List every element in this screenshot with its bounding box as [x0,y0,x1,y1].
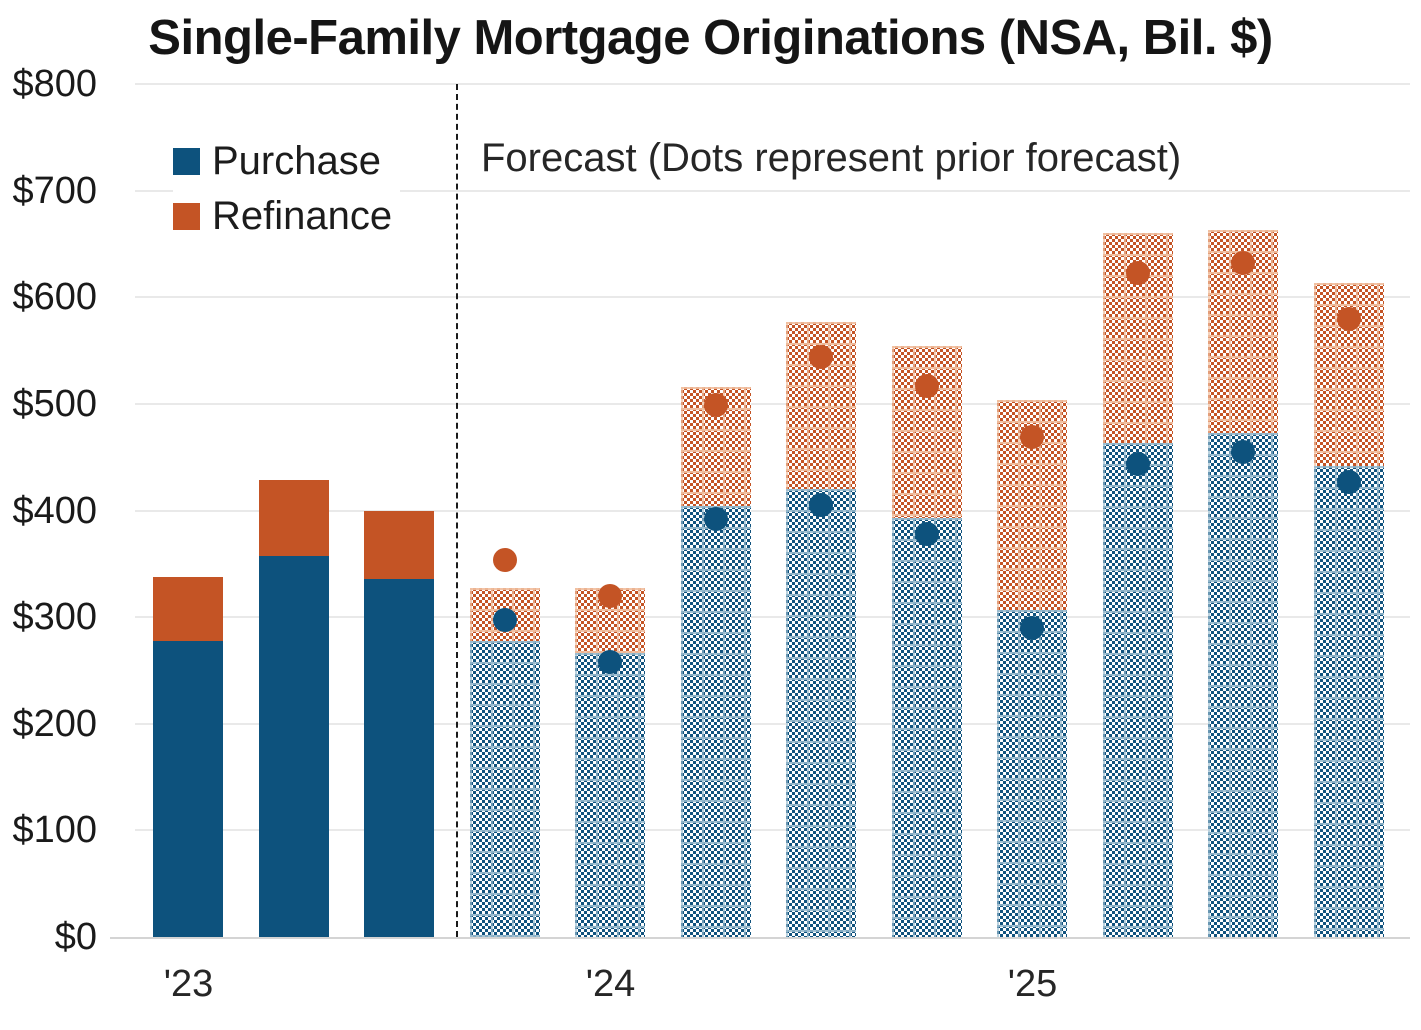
bar-9-refinance-segment [1102,233,1173,444]
gridline-400 [135,509,1410,512]
legend-item-purchase: Purchase [173,141,392,182]
prior-forecast-dot-purchase-11 [1336,469,1361,494]
gridline-600 [135,296,1410,299]
gridline-300 [135,616,1410,619]
gridline-100 [135,829,1410,832]
prior-forecast-dot-total-11 [1336,306,1361,331]
forecast-note: Forecast (Dots represent prior forecast) [481,136,1182,180]
prior-forecast-dot-purchase-6 [809,493,834,518]
bar-0-refinance-segment [153,576,224,641]
gridline-500 [135,402,1410,405]
refinance-swatch-icon [173,203,200,230]
y-tick-label-800: $800 [12,63,97,105]
legend-label-purchase: Purchase [212,139,381,183]
bar-1-refinance-segment [258,479,329,557]
prior-forecast-dot-purchase-8 [1020,615,1045,640]
gridline-200 [135,722,1410,725]
bar-2-purchase-segment [364,578,435,937]
bar-9-purchase-segment [1102,443,1173,937]
bar-2-refinance-segment [364,510,435,579]
prior-forecast-dot-purchase-10 [1231,439,1256,464]
y-tick-label-700: $700 [12,169,97,212]
y-tick-label-400: $400 [12,489,97,532]
prior-forecast-dot-purchase-5 [703,507,728,532]
bar-8-purchase-segment [997,609,1068,937]
prior-forecast-dot-total-4 [598,583,623,608]
prior-forecast-dot-purchase-4 [598,649,623,674]
legend-item-refinance: Refinance [173,196,392,237]
prior-forecast-dot-purchase-7 [914,521,939,546]
forecast-separator [456,84,458,937]
y-tick-label-0: $0 [54,916,97,958]
prior-forecast-dot-total-5 [703,392,728,417]
bar-7-purchase-segment [891,517,962,937]
x-year-label-25: '25 [1007,963,1058,1005]
bar-3-purchase-segment [469,640,540,937]
bar-11-purchase-segment [1313,465,1384,937]
prior-forecast-dot-total-7 [914,373,939,398]
purchase-swatch-icon [173,148,200,175]
legend-label-refinance: Refinance [212,194,393,238]
y-tick-label-100: $100 [12,809,97,852]
prior-forecast-dot-total-6 [809,344,834,369]
bar-0-purchase-segment [153,640,224,937]
prior-forecast-dot-purchase-9 [1125,451,1150,476]
y-tick-label-300: $300 [12,596,97,639]
prior-forecast-dot-total-9 [1125,260,1150,285]
y-tick-label-200: $200 [12,702,97,745]
y-tick-label-500: $500 [12,382,97,425]
y-tick-label-600: $600 [12,276,97,319]
bar-4-refinance-segment [575,588,646,654]
prior-forecast-dot-total-8 [1020,424,1045,449]
prior-forecast-dot-purchase-3 [492,608,517,633]
x-year-label-24: '24 [585,963,636,1005]
prior-forecast-dot-total-3 [492,547,517,572]
bar-10-purchase-segment [1208,432,1279,937]
gridline-800 [135,83,1410,85]
bar-1-purchase-segment [258,556,329,937]
chart-title: Single-Family Mortgage Originations (NSA… [148,11,1273,65]
bar-4-purchase-segment [575,653,646,937]
x-year-label-23: '23 [163,963,214,1005]
legend: Purchase Refinance [173,139,401,253]
x-axis-line [110,937,1410,939]
prior-forecast-dot-total-10 [1231,251,1256,276]
bar-6-purchase-segment [786,489,857,937]
gridline-700 [135,189,1410,192]
bar-5-purchase-segment [680,506,751,937]
bar-7-refinance-segment [891,346,962,518]
